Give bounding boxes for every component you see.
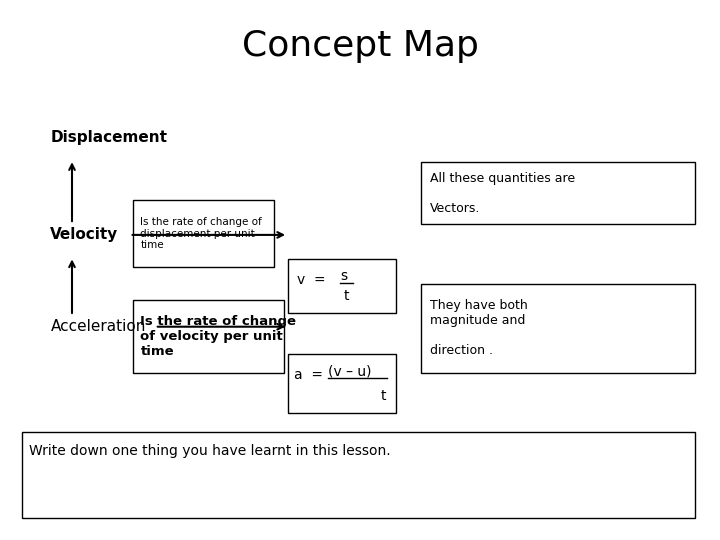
Bar: [421, 162, 695, 224]
Text: Is the rate of change of
displacement per unit
time: Is the rate of change of displacement pe…: [140, 217, 262, 250]
Text: a  =: a =: [294, 368, 323, 382]
Text: v  =: v =: [297, 273, 325, 287]
Text: s: s: [340, 269, 347, 284]
Text: Concept Map: Concept Map: [242, 29, 478, 63]
Text: Is the rate of change
of velocity per unit
time: Is the rate of change of velocity per un…: [140, 315, 297, 357]
Bar: [288, 354, 396, 413]
Text: Acceleration: Acceleration: [50, 319, 145, 334]
Text: Displacement: Displacement: [50, 130, 167, 145]
Text: t: t: [343, 289, 349, 303]
Text: Write down one thing you have learnt in this lesson.: Write down one thing you have learnt in …: [29, 444, 390, 458]
Text: Velocity: Velocity: [50, 227, 119, 242]
Text: (v – u): (v – u): [328, 364, 371, 379]
Bar: [421, 284, 695, 373]
Bar: [288, 259, 396, 313]
Bar: [133, 300, 284, 373]
Bar: [22, 432, 695, 518]
Text: t: t: [380, 389, 386, 403]
Bar: [133, 200, 274, 267]
Text: They have both
magnitude and

direction .: They have both magnitude and direction .: [430, 299, 528, 357]
Text: All these quantities are

Vectors.: All these quantities are Vectors.: [430, 172, 575, 214]
